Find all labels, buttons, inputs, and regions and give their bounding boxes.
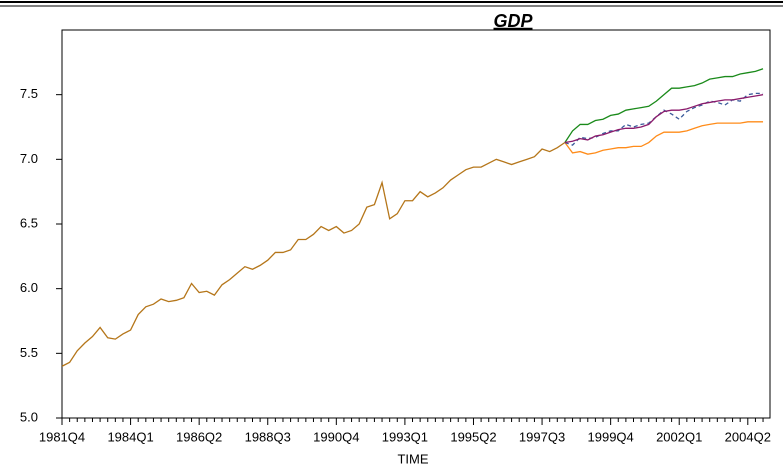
x-tick-label: 1999Q4 [588, 429, 634, 444]
y-tick-label: 5.0 [20, 409, 38, 424]
x-tick-label: 1981Q4 [39, 429, 85, 444]
series-line [564, 92, 764, 146]
y-tick-label: 7.5 [20, 86, 38, 101]
x-tick-label: 2002Q1 [656, 429, 702, 444]
series-line [564, 121, 764, 155]
x-tick-label: 1993Q1 [382, 429, 428, 444]
series-line [564, 68, 764, 143]
x-axis-label: TIME [397, 451, 428, 466]
y-tick-label: 7.0 [20, 151, 38, 166]
chart-title: GDP [493, 11, 533, 31]
x-tick-label: 1988Q3 [245, 429, 291, 444]
y-tick-label: 6.5 [20, 215, 38, 230]
y-tick-label: 6.0 [20, 280, 38, 295]
x-tick-label: 1997Q3 [519, 429, 565, 444]
x-tick-label: 1984Q1 [107, 429, 153, 444]
x-tick-label: 2004Q2 [725, 429, 771, 444]
y-tick-label: 5.5 [20, 345, 38, 360]
series-line [564, 94, 764, 144]
series-line [61, 141, 566, 367]
x-tick-label: 1990Q4 [313, 429, 359, 444]
plot-frame [61, 29, 771, 419]
x-tick-label: 1986Q2 [176, 429, 222, 444]
x-tick-label: 1995Q2 [450, 429, 496, 444]
